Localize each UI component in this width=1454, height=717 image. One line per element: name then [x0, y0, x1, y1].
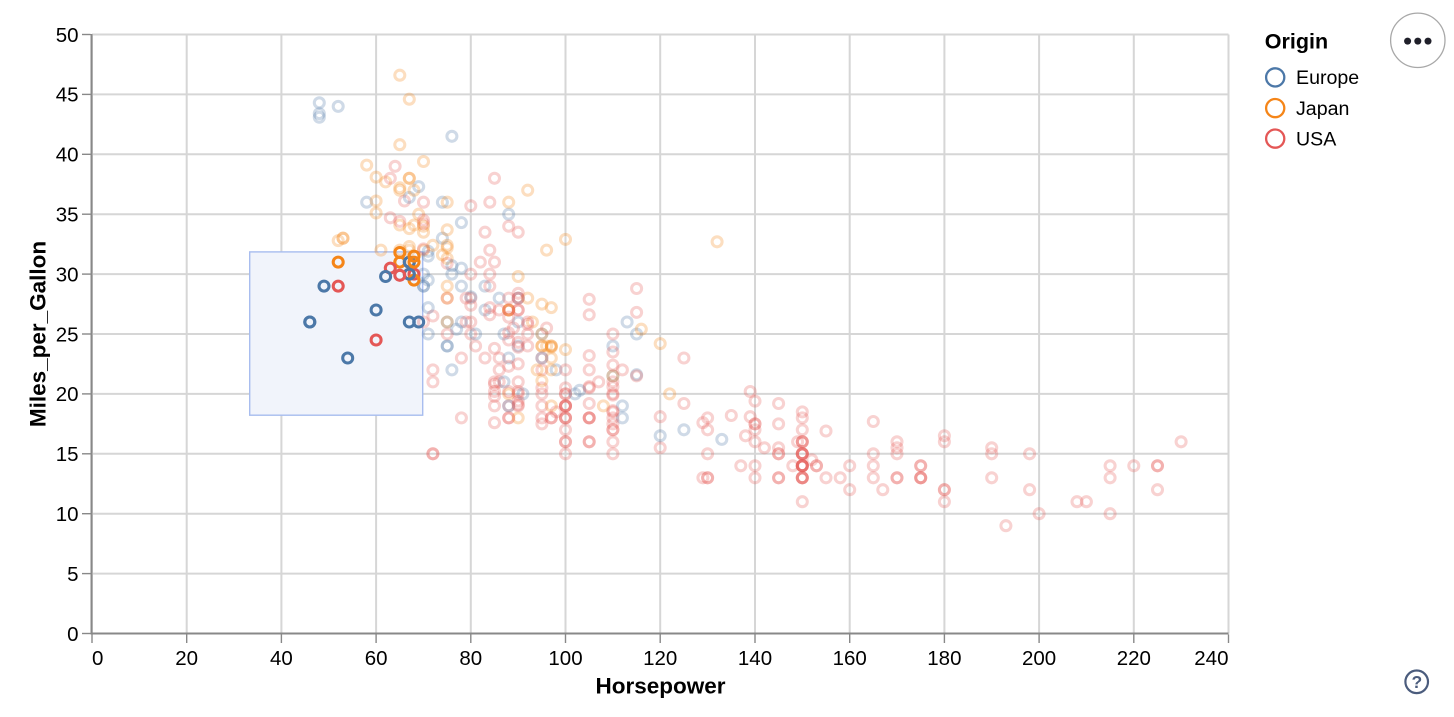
svg-text:120: 120 — [643, 647, 677, 670]
svg-text:160: 160 — [833, 647, 867, 670]
svg-text:220: 220 — [1117, 647, 1151, 670]
svg-text:5: 5 — [67, 563, 78, 586]
svg-text:200: 200 — [1022, 647, 1056, 670]
svg-text:?: ? — [1412, 672, 1423, 692]
svg-text:25: 25 — [56, 323, 79, 346]
svg-text:0: 0 — [67, 623, 78, 646]
svg-text:100: 100 — [548, 647, 582, 670]
svg-text:0: 0 — [92, 647, 103, 670]
svg-text:15: 15 — [56, 443, 79, 466]
svg-text:35: 35 — [56, 204, 79, 227]
svg-text:Horsepower: Horsepower — [595, 674, 725, 699]
svg-text:Miles_per_Gallon: Miles_per_Gallon — [26, 241, 51, 427]
svg-text:Europe: Europe — [1296, 67, 1359, 89]
svg-text:10: 10 — [56, 503, 79, 526]
svg-text:40: 40 — [270, 647, 293, 670]
svg-text:20: 20 — [56, 383, 79, 406]
svg-text:USA: USA — [1296, 128, 1337, 150]
svg-text:240: 240 — [1194, 647, 1228, 670]
svg-text:180: 180 — [927, 647, 961, 670]
svg-text:Japan: Japan — [1296, 98, 1349, 120]
svg-text:40: 40 — [56, 144, 79, 167]
svg-text:45: 45 — [56, 84, 79, 107]
svg-text:140: 140 — [738, 647, 772, 670]
svg-text:50: 50 — [56, 24, 79, 47]
svg-text:30: 30 — [56, 263, 79, 286]
svg-text:80: 80 — [459, 647, 482, 670]
svg-text:60: 60 — [365, 647, 388, 670]
svg-text:20: 20 — [175, 647, 198, 670]
svg-text:Origin: Origin — [1265, 30, 1328, 54]
